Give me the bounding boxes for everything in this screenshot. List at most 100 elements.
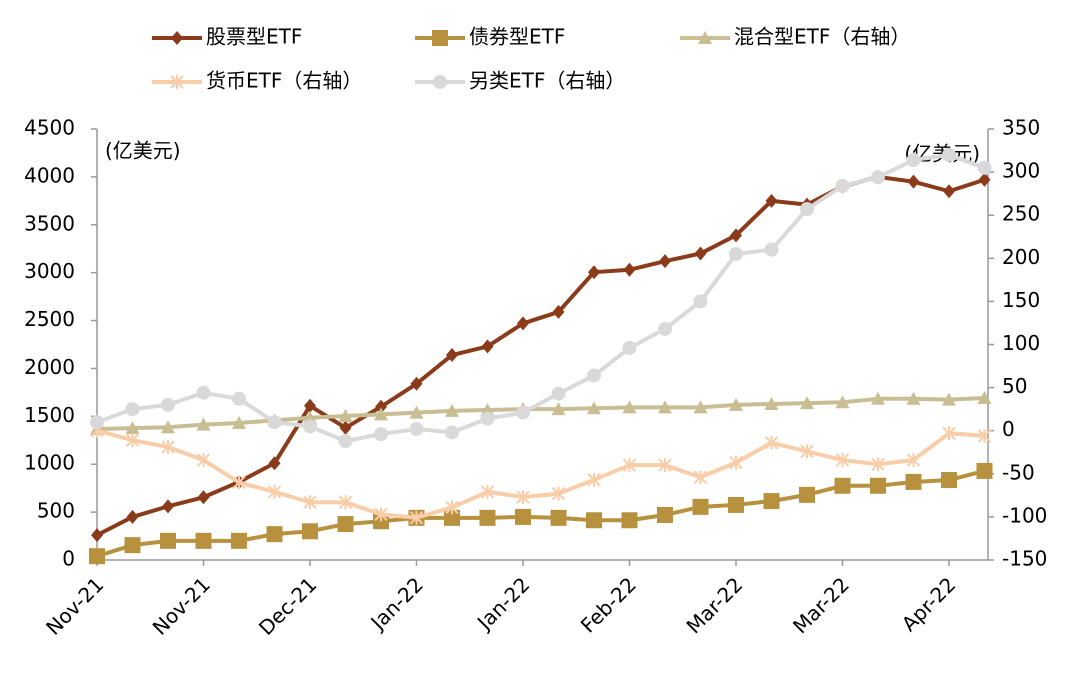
- marker-shape: [339, 420, 352, 435]
- marker: [941, 472, 957, 489]
- marker: [729, 246, 743, 261]
- marker-shape: [517, 316, 529, 331]
- marker-shape: [622, 458, 637, 473]
- marker: [871, 391, 885, 405]
- marker-shape: [834, 477, 851, 494]
- marker: [231, 532, 247, 549]
- marker-shape: [942, 392, 956, 406]
- marker-shape: [409, 405, 424, 419]
- marker: [943, 184, 955, 199]
- legend-label: 另类ETF（右轴）: [469, 69, 625, 93]
- marker: [268, 456, 281, 471]
- marker-shape: [800, 202, 814, 217]
- marker-shape: [197, 490, 210, 505]
- y-tick-label: 4000: [24, 163, 75, 187]
- y-tick-label: 3500: [24, 211, 75, 235]
- series-line: [96, 174, 986, 537]
- marker: [302, 523, 318, 540]
- marker-shape: [906, 453, 921, 468]
- marker: [871, 170, 885, 185]
- marker-shape: [444, 509, 460, 526]
- marker-shape: [698, 31, 712, 44]
- legend-label: 债券型ETF: [469, 25, 565, 49]
- marker-shape: [266, 526, 283, 543]
- marker: [409, 421, 424, 436]
- marker: [375, 399, 387, 414]
- marker-shape: [232, 415, 246, 429]
- marker-shape: [480, 411, 495, 426]
- marker: [588, 265, 600, 280]
- marker: [835, 178, 850, 193]
- marker-shape: [515, 508, 531, 525]
- marker: [303, 419, 317, 434]
- marker-shape: [835, 395, 850, 409]
- marker: [765, 193, 778, 208]
- marker-shape: [905, 473, 922, 490]
- marker: [764, 242, 779, 257]
- marker: [870, 477, 886, 494]
- marker: [338, 409, 353, 423]
- marker-shape: [729, 246, 743, 261]
- marker: [161, 440, 175, 455]
- marker: [515, 508, 531, 525]
- marker: [942, 392, 956, 406]
- marker-shape: [196, 417, 211, 431]
- y2-tick-label: 50: [1002, 374, 1027, 398]
- marker: [445, 403, 459, 417]
- marker-shape: [91, 528, 103, 543]
- marker-shape: [835, 178, 850, 193]
- y-tick-label: 1500: [24, 403, 75, 427]
- marker: [409, 510, 424, 525]
- marker: [698, 31, 712, 44]
- marker-shape: [764, 242, 779, 257]
- marker-shape: [445, 425, 459, 440]
- marker: [124, 537, 141, 554]
- marker: [303, 495, 317, 510]
- marker-shape: [799, 486, 815, 503]
- y2-tick-label: -150: [1002, 547, 1047, 571]
- legend-label: 混合型ETF（右轴）: [734, 25, 910, 49]
- marker: [125, 421, 140, 435]
- marker-shape: [551, 386, 566, 401]
- marker: [659, 254, 671, 269]
- marker: [479, 509, 496, 526]
- marker: [622, 400, 637, 414]
- marker-shape: [976, 462, 993, 479]
- marker-shape: [694, 246, 707, 261]
- marker-shape: [232, 475, 246, 490]
- marker: [161, 420, 175, 434]
- marker: [89, 548, 105, 565]
- marker-shape: [89, 548, 105, 565]
- marker: [800, 202, 814, 217]
- series-line: [96, 428, 985, 520]
- x-tick-label: Jan-22: [471, 572, 534, 635]
- marker-shape: [977, 390, 992, 404]
- marker: [374, 427, 388, 442]
- marker-shape: [432, 30, 448, 46]
- y2-tick-label: 250: [1002, 202, 1040, 226]
- marker: [410, 376, 423, 391]
- marker-shape: [906, 391, 921, 405]
- marker-shape: [170, 75, 184, 89]
- marker-shape: [516, 490, 530, 505]
- x-tick-label: Apr-22: [897, 572, 961, 636]
- marker-shape: [433, 75, 447, 89]
- marker-shape: [621, 512, 638, 529]
- marker: [728, 496, 744, 513]
- marker-shape: [551, 486, 566, 501]
- marker-shape: [693, 470, 708, 485]
- y-tick-label: 1000: [24, 451, 75, 475]
- marker-shape: [871, 457, 885, 472]
- marker-shape: [622, 400, 637, 414]
- marker: [196, 385, 211, 400]
- marker-shape: [587, 401, 601, 415]
- marker: [432, 30, 448, 46]
- marker-shape: [764, 435, 779, 450]
- marker-shape: [267, 415, 282, 430]
- marker-shape: [943, 184, 955, 199]
- marker: [871, 457, 885, 472]
- marker: [126, 509, 139, 524]
- marker: [374, 407, 388, 421]
- marker: [976, 462, 993, 479]
- marker-shape: [196, 453, 211, 468]
